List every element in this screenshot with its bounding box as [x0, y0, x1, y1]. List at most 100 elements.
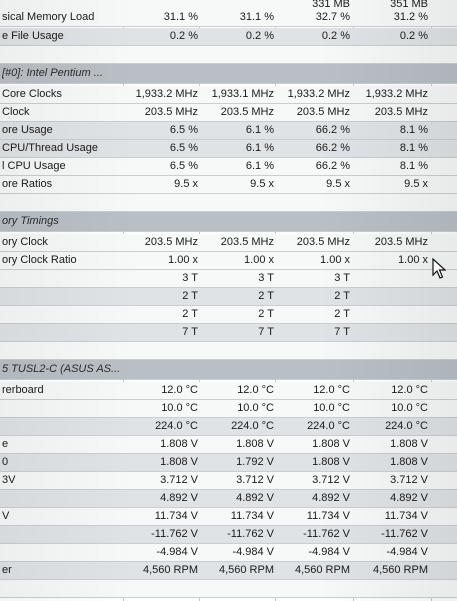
row-label: ory Clock [2, 236, 48, 248]
value-cell: 9.5 x [174, 178, 198, 190]
table-row[interactable]: 2 T 2 T 2 T [0, 288, 457, 306]
table-row[interactable] [0, 580, 457, 598]
table-row[interactable]: 0 1.808 V 1.792 V 1.808 V 1.808 V [0, 454, 457, 472]
value-cell: 9.5 x [404, 178, 428, 190]
value-cell: 4.892 V [236, 492, 274, 504]
value-cell: -4.984 V [156, 546, 198, 558]
row-label: ory Clock Ratio [2, 254, 77, 266]
value-cell: 3 T [334, 272, 350, 284]
value-cell: 1.808 V [390, 438, 428, 450]
value-cell: 331 MB [312, 0, 350, 10]
value-cell: 3 T [258, 272, 274, 284]
value-cell: 1,933.2 MHz [365, 88, 428, 100]
value-cell: 12.0 °C [313, 384, 350, 396]
section-header[interactable]: [#0]: Intel Pentium ... [0, 64, 457, 84]
row-label: rerboard [2, 384, 44, 396]
table-row[interactable]: rerboard 12.0 °C 12.0 °C 12.0 °C 12.0 °C [0, 382, 457, 400]
row-label: ore Ratios [2, 178, 53, 190]
value-cell: 8.1 % [399, 124, 428, 136]
table-row[interactable]: 4.892 V 4.892 V 4.892 V 4.892 V [0, 490, 457, 508]
table-row[interactable]: 3 T 3 T 3 T [0, 270, 457, 288]
value-cell: 4.892 V [160, 492, 198, 504]
row-label: e File Usage [2, 30, 64, 42]
section-header[interactable]: 5 TUSL2-C (ASUS AS... [0, 360, 457, 380]
table-row[interactable]: -4.984 V -4.984 V -4.984 V -4.984 V [0, 544, 457, 562]
value-cell: 6.5 % [169, 160, 198, 172]
table-row[interactable]: ory Clock Ratio 1.00 x 1.00 x 1.00 x 1.00 x [0, 252, 457, 270]
value-cell: 1,933.2 MHz [287, 88, 350, 100]
table-row[interactable]: 224.0 °C 224.0 °C 224.0 °C 224.0 °C [0, 418, 457, 436]
value-cell: -11.762 V [381, 528, 428, 540]
value-cell: -4.984 V [308, 546, 350, 558]
table-row[interactable]: 7 T 7 T 7 T [0, 324, 457, 342]
value-cell: 4.892 V [390, 492, 428, 504]
value-cell: 3.712 V [390, 474, 428, 486]
table-row[interactable]: er 4,560 RPM 4,560 RPM 4,560 RPM 4,560 RPM [0, 562, 457, 580]
value-cell: 66.2 % [315, 124, 350, 136]
table-row[interactable]: ore Ratios 9.5 x 9.5 x 9.5 x 9.5 x [0, 176, 457, 194]
table-row[interactable]: e 1.808 V 1.808 V 1.808 V 1.808 V [0, 436, 457, 454]
row-label: er [2, 564, 12, 576]
value-cell: 0.2 % [321, 30, 350, 42]
table-row[interactable]: ory Clock 203.5 MHz 203.5 MHz 203.5 MHz 203.… [0, 234, 457, 252]
section-header[interactable]: ory Timings [0, 212, 457, 232]
table-row[interactable]: Core Clocks 1,933.2 MHz 1,933.1 MHz 1,933.2… [0, 86, 457, 104]
table-row[interactable]: sical Memory Load 31.1 % 31.1 % 32.7 % 31.2 … [0, 9, 457, 27]
value-cell: 6.1 % [245, 124, 274, 136]
table-row[interactable] [0, 46, 457, 64]
row-label: 0 [2, 456, 9, 468]
value-cell: 4,560 RPM [218, 564, 274, 576]
value-cell: 2 T [182, 290, 198, 302]
value-cell: 11.734 V [384, 510, 428, 522]
value-cell: 1.808 V [236, 438, 274, 450]
value-cell: 224.0 °C [307, 420, 350, 432]
table-row[interactable]: Clock 203.5 MHz 203.5 MHz 203.5 MHz 203.5 MH… [0, 104, 457, 122]
table-row[interactable]: CPU/Thread Usage 6.5 % 6.1 % 66.2 % 8.1 % [0, 140, 457, 158]
table-row[interactable]: e File Usage 0.2 % 0.2 % 0.2 % 0.2 % [0, 28, 457, 46]
table-row[interactable]: -11.762 V -11.762 V -11.762 V -11.762 V [0, 526, 457, 544]
row-label: e [2, 438, 9, 450]
value-cell: 8.1 % [399, 160, 428, 172]
value-cell: 7 T [182, 326, 198, 338]
value-cell: 0.2 % [169, 30, 198, 42]
value-cell: 10.0 °C [391, 402, 428, 414]
value-cell: 203.5 MHz [144, 106, 198, 118]
table-row[interactable]: 10.0 °C 10.0 °C 10.0 °C 10.0 °C [0, 400, 457, 418]
value-cell: 1,933.1 MHz [211, 88, 274, 100]
value-cell: 351 MB [390, 0, 428, 10]
table-row[interactable] [0, 342, 457, 360]
value-cell: 6.5 % [169, 142, 198, 154]
value-cell: 3.712 V [236, 474, 274, 486]
value-cell: 8.1 % [399, 142, 428, 154]
value-cell: 31.1 % [239, 11, 274, 23]
value-cell: 203.5 MHz [220, 236, 274, 248]
value-cell: -11.762 V [151, 528, 198, 540]
value-cell: 6.1 % [245, 160, 274, 172]
table-row[interactable]: 2 T 2 T 2 T [0, 306, 457, 324]
value-cell: 9.5 x [326, 178, 350, 190]
section-header-label: 5 TUSL2-C (ASUS AS... [2, 363, 121, 375]
row-label: Clock [2, 106, 30, 118]
value-cell: 1.00 x [168, 254, 198, 266]
value-cell: 224.0 °C [155, 420, 198, 432]
value-cell: 3.712 V [160, 474, 198, 486]
value-cell: 0.2 % [399, 30, 428, 42]
value-cell: 203.5 MHz [296, 236, 350, 248]
value-cell: 3 T [182, 272, 198, 284]
value-cell: 1.808 V [160, 456, 198, 468]
value-cell: 203.5 MHz [296, 106, 350, 118]
value-cell: 4.892 V [312, 492, 350, 504]
value-cell: 66.2 % [315, 142, 350, 154]
table-row[interactable]: l CPU Usage 6.5 % 6.1 % 66.2 % 8.1 % [0, 158, 457, 176]
table-row[interactable]: V 11.734 V 11.734 V 11.734 V 11.734 V [0, 508, 457, 526]
table-row[interactable]: ore Usage 6.5 % 6.1 % 66.2 % 8.1 % [0, 122, 457, 140]
value-cell: 1.00 x [398, 254, 428, 266]
table-row[interactable] [0, 194, 457, 212]
table-row[interactable]: 3V 3.712 V 3.712 V 3.712 V 3.712 V [0, 472, 457, 490]
row-label: V [2, 510, 10, 522]
row-label: sical Memory Load [2, 11, 95, 23]
value-cell: 1.792 V [236, 456, 274, 468]
value-cell: 4,560 RPM [294, 564, 350, 576]
value-cell: 1.00 x [244, 254, 274, 266]
value-cell: 203.5 MHz [374, 236, 428, 248]
